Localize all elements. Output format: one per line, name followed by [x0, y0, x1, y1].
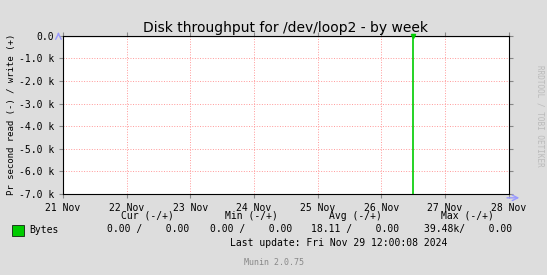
Title: Disk throughput for /dev/loop2 - by week: Disk throughput for /dev/loop2 - by week: [143, 21, 428, 35]
Text: Min (-/+): Min (-/+): [225, 211, 278, 221]
Text: Cur (-/+): Cur (-/+): [121, 211, 174, 221]
Y-axis label: Pr second read (-) / write (+): Pr second read (-) / write (+): [7, 34, 16, 196]
Text: Bytes: Bytes: [29, 225, 59, 235]
Text: Munin 2.0.75: Munin 2.0.75: [243, 258, 304, 266]
Text: 0.00 /    0.00: 0.00 / 0.00: [211, 224, 293, 234]
Text: Last update: Fri Nov 29 12:00:08 2024: Last update: Fri Nov 29 12:00:08 2024: [230, 238, 448, 248]
Text: Max (-/+): Max (-/+): [441, 211, 494, 221]
Text: 18.11 /    0.00: 18.11 / 0.00: [311, 224, 400, 234]
Text: 39.48k/    0.00: 39.48k/ 0.00: [423, 224, 512, 234]
Text: 0.00 /    0.00: 0.00 / 0.00: [107, 224, 189, 234]
Text: Avg (-/+): Avg (-/+): [329, 211, 382, 221]
Text: RRDTOOL / TOBI OETIKER: RRDTOOL / TOBI OETIKER: [536, 65, 544, 166]
